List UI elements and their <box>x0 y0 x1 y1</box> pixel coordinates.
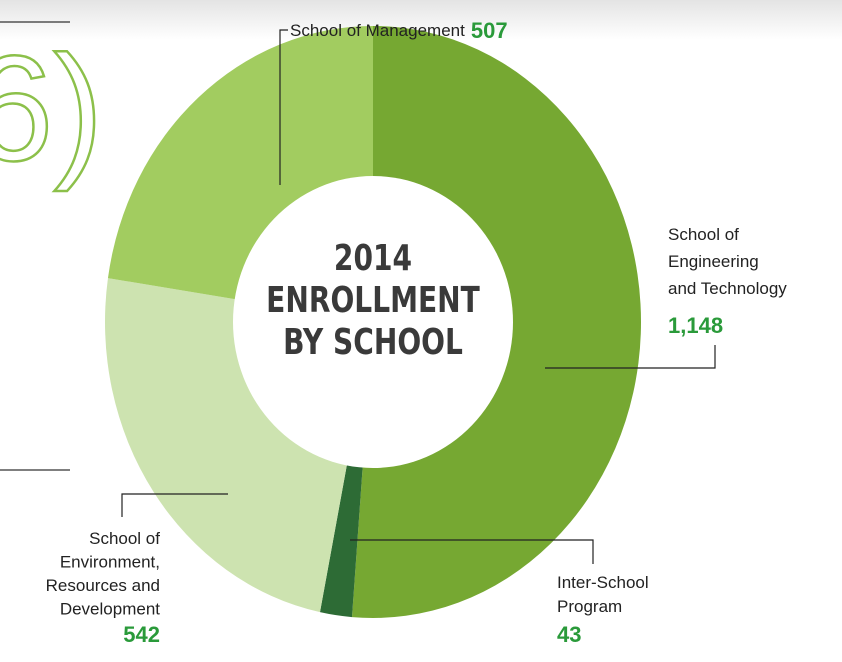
fragment-text: 6) <box>0 24 103 192</box>
value-label: 507 <box>471 18 508 43</box>
overlay: 2014 ENROLLMENT BY SCHOOL School of Engineer… <box>46 18 788 647</box>
leader-line <box>545 345 716 369</box>
label: School of Management <box>290 21 465 40</box>
value-label: 542 <box>123 622 160 647</box>
leader-line <box>121 493 228 517</box>
leader-line <box>279 29 288 185</box>
label: School of Engineering and Technology <box>668 225 787 298</box>
value-label: 1,148 <box>668 313 723 338</box>
donut-hole <box>233 176 513 468</box>
label: 2014 ENROLLMENT BY SCHOOL <box>266 237 480 363</box>
label: School of Environment, Resources and Develo… <box>46 529 161 619</box>
label: Inter-School Program <box>557 573 649 616</box>
value-label: 43 <box>557 622 581 647</box>
leader-line <box>350 539 594 564</box>
